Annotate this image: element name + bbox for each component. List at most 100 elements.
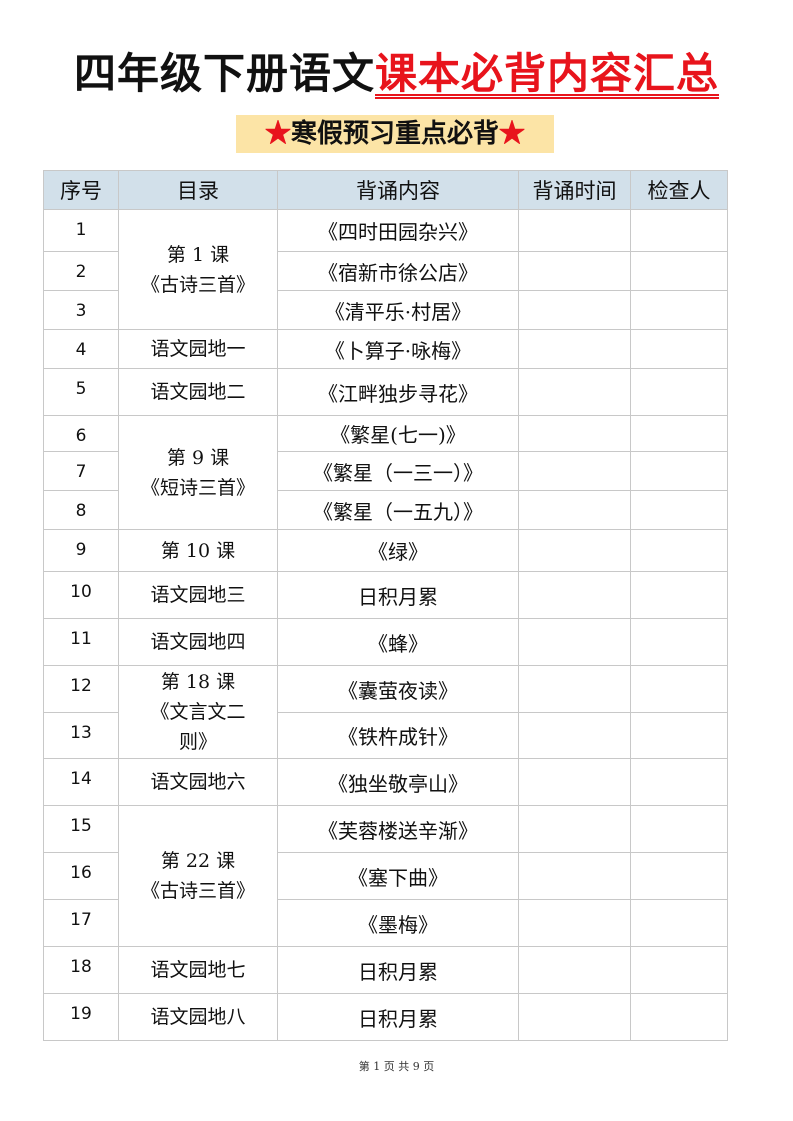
row-number: 19 bbox=[43, 993, 119, 1041]
row-number: 12 bbox=[43, 665, 119, 713]
checker-cell bbox=[630, 209, 728, 252]
lesson-label: 《古诗三首》 bbox=[140, 273, 255, 296]
recite-time-cell bbox=[518, 415, 631, 452]
recite-time-cell bbox=[518, 993, 631, 1041]
row-number: 17 bbox=[43, 899, 119, 947]
col-lesson: 目录 bbox=[118, 170, 278, 210]
recitation-content: 《繁星（一三一）》 bbox=[277, 451, 519, 491]
table-row: 9 第 10 课 《绿》 bbox=[43, 529, 728, 572]
recite-time-cell bbox=[518, 805, 631, 853]
recitation-content: 《繁星(七一)》 bbox=[277, 415, 519, 452]
table-row: 15 第 22 课《古诗三首》 《芙蓉楼送辛渐》 bbox=[43, 805, 728, 947]
lesson-label: 第 9 课 bbox=[166, 446, 230, 469]
lesson-cell: 第 1 课《古诗三首》 bbox=[118, 209, 278, 330]
lesson-label: 语文园地四 bbox=[150, 631, 246, 653]
checker-cell bbox=[630, 571, 728, 619]
recite-time-cell bbox=[518, 571, 631, 619]
star-icon: ★ bbox=[264, 119, 291, 149]
lesson-cell: 语文园地二 bbox=[118, 368, 278, 416]
lesson-cell: 第 10 课 bbox=[118, 529, 278, 572]
table-row: 18 语文园地七 日积月累 bbox=[43, 946, 728, 994]
recitation-content: 《墨梅》 bbox=[277, 899, 519, 947]
lesson-cell: 第 18 课《文言文二则》 bbox=[118, 665, 278, 759]
page-footer: 第 1 页 共 9 页 bbox=[358, 1060, 435, 1073]
recite-time-cell bbox=[518, 852, 631, 900]
recite-time-cell bbox=[518, 758, 631, 806]
lesson-cell: 语文园地八 bbox=[118, 993, 278, 1041]
lesson-cell: 语文园地四 bbox=[118, 618, 278, 666]
subtitle-text: 寒假预习重点必背 bbox=[290, 119, 499, 149]
recitation-content: 《囊萤夜读》 bbox=[277, 665, 519, 713]
table-row: 19 语文园地八 日积月累 bbox=[43, 993, 728, 1041]
lesson-label: 语文园地一 bbox=[150, 338, 246, 360]
row-number: 8 bbox=[43, 490, 119, 530]
title-black: 四年级下册语文 bbox=[73, 49, 375, 98]
title-red: 课本必背内容汇总 bbox=[375, 49, 720, 98]
checker-cell bbox=[630, 665, 728, 713]
checker-cell bbox=[630, 329, 728, 369]
row-number: 5 bbox=[43, 368, 119, 416]
checker-cell bbox=[630, 805, 728, 853]
row-number: 6 bbox=[43, 415, 119, 452]
lesson-label: 《古诗三首》 bbox=[140, 880, 255, 902]
checker-cell bbox=[630, 290, 728, 330]
lesson-label: 则》 bbox=[178, 731, 217, 753]
checker-cell bbox=[630, 251, 728, 291]
header-row: 序号 目录 背诵内容 背诵时间 检查人 bbox=[43, 170, 728, 210]
lesson-label: 第 10 课 bbox=[160, 539, 236, 562]
recite-time-cell bbox=[518, 368, 631, 416]
row-number: 15 bbox=[43, 805, 119, 853]
checker-cell bbox=[630, 993, 728, 1041]
row-number: 7 bbox=[43, 451, 119, 491]
lesson-cell: 第 22 课《古诗三首》 bbox=[118, 805, 278, 947]
lesson-cell: 语文园地一 bbox=[118, 329, 278, 369]
recitation-content: 《铁杵成针》 bbox=[277, 712, 519, 759]
recitation-content: 《塞下曲》 bbox=[277, 852, 519, 900]
recite-time-cell bbox=[518, 665, 631, 713]
recite-time-cell bbox=[518, 329, 631, 369]
table-row: 5 语文园地二 《江畔独步寻花》 bbox=[43, 368, 728, 416]
table-row: 10 语文园地三 日积月累 bbox=[43, 571, 728, 619]
lesson-label: 语文园地七 bbox=[150, 959, 246, 981]
row-number: 14 bbox=[43, 758, 119, 806]
recite-time-cell bbox=[518, 209, 631, 252]
checker-cell bbox=[630, 946, 728, 994]
recitation-content: 日积月累 bbox=[277, 946, 519, 994]
recitation-content: 《江畔独步寻花》 bbox=[277, 368, 519, 416]
checker-cell bbox=[630, 712, 728, 759]
checker-cell bbox=[630, 529, 728, 572]
page-title: 四年级下册语文课本必背内容汇总 bbox=[0, 40, 793, 101]
recite-time-cell bbox=[518, 899, 631, 947]
lesson-label: 语文园地八 bbox=[150, 1006, 246, 1028]
row-number: 3 bbox=[43, 290, 119, 330]
row-number: 9 bbox=[43, 529, 119, 572]
checker-cell bbox=[630, 415, 728, 452]
table-row: 11 语文园地四 《蜂》 bbox=[43, 618, 728, 666]
recitation-content: 《绿》 bbox=[277, 529, 519, 572]
recite-time-cell bbox=[518, 712, 631, 759]
recitation-content: 《宿新市徐公店》 bbox=[277, 251, 519, 291]
recitation-content: 《四时田园杂兴》 bbox=[277, 209, 519, 252]
table-row: 8 《繁星（一五九）》 bbox=[43, 490, 728, 530]
lesson-label: 《短诗三首》 bbox=[140, 476, 255, 499]
lesson-label: 《文言文二 bbox=[150, 701, 246, 723]
checker-cell bbox=[630, 758, 728, 806]
row-number: 1 bbox=[43, 209, 119, 252]
recitation-content: 日积月累 bbox=[277, 571, 519, 619]
checker-cell bbox=[630, 618, 728, 666]
row-number: 10 bbox=[43, 571, 119, 619]
table-row: 14 语文园地六 《独坐敬亭山》 bbox=[43, 758, 728, 806]
subtitle-banner: ★寒假预习重点必背★ bbox=[236, 115, 554, 153]
checker-cell bbox=[630, 899, 728, 947]
lesson-cell: 语文园地六 bbox=[118, 758, 278, 806]
lesson-cell: 语文园地三 bbox=[118, 571, 278, 619]
lesson-label: 语文园地二 bbox=[150, 381, 246, 403]
lesson-label: 语文园地六 bbox=[150, 771, 246, 793]
col-checker: 检查人 bbox=[630, 170, 728, 210]
lesson-label: 语文园地三 bbox=[150, 584, 246, 606]
table-row: 4 语文园地一 《卜算子·咏梅》 bbox=[43, 329, 728, 369]
row-number: 11 bbox=[43, 618, 119, 666]
lesson-label: 第 18 课 bbox=[160, 671, 236, 693]
